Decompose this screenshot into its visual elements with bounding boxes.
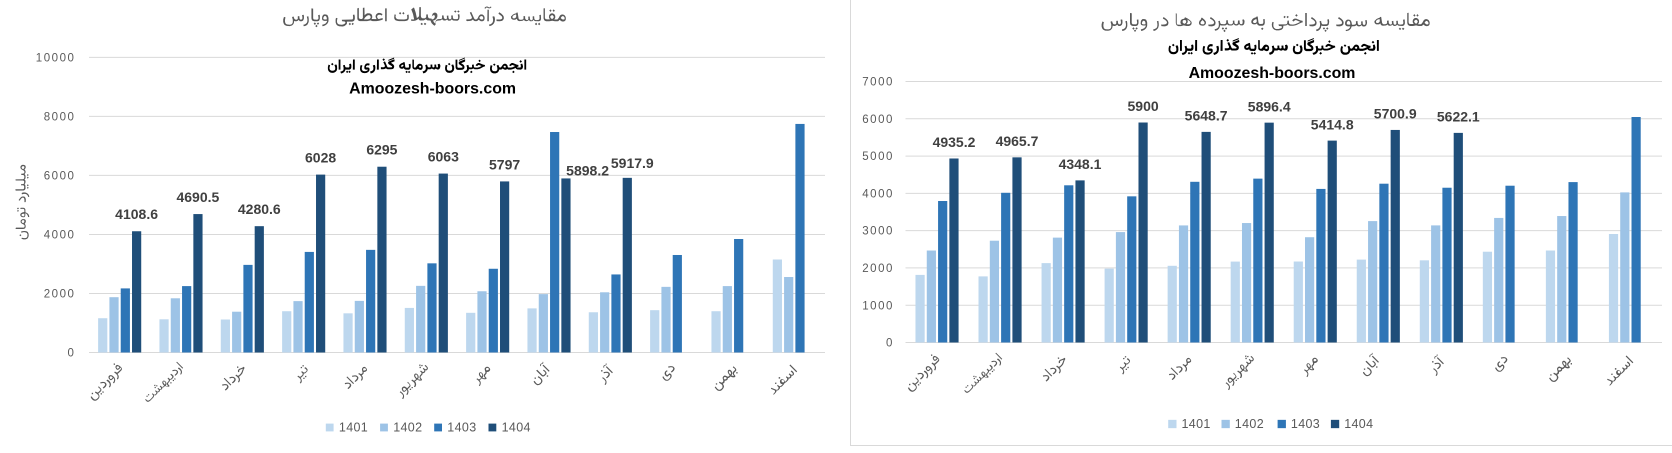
svg-text:0: 0 bbox=[886, 338, 894, 350]
svg-text:1402: 1402 bbox=[1235, 417, 1264, 431]
svg-text:4690.5: 4690.5 bbox=[176, 189, 219, 205]
svg-text:2000: 2000 bbox=[44, 289, 76, 301]
svg-text:4000: 4000 bbox=[44, 230, 76, 242]
svg-text:5648.7: 5648.7 bbox=[1185, 108, 1228, 124]
svg-text:1403: 1403 bbox=[1291, 417, 1320, 431]
svg-text:1000: 1000 bbox=[862, 300, 894, 312]
svg-text:5700.9: 5700.9 bbox=[1374, 106, 1417, 122]
svg-text:6028: 6028 bbox=[305, 150, 336, 166]
svg-text:7000: 7000 bbox=[862, 77, 894, 89]
svg-text:1402: 1402 bbox=[393, 420, 422, 434]
svg-text:5797: 5797 bbox=[489, 156, 520, 172]
svg-text:3000: 3000 bbox=[862, 226, 894, 238]
svg-text:4965.7: 4965.7 bbox=[996, 133, 1039, 149]
svg-text:2000: 2000 bbox=[862, 263, 894, 275]
svg-text:10000: 10000 bbox=[36, 53, 76, 65]
svg-text:5898.2: 5898.2 bbox=[566, 162, 609, 178]
svg-text:1404: 1404 bbox=[1344, 417, 1373, 431]
svg-text:6000: 6000 bbox=[44, 171, 76, 183]
svg-text:Amoozesh-boors.com: Amoozesh-boors.com bbox=[349, 81, 516, 98]
svg-text:Amoozesh-boors.com: Amoozesh-boors.com bbox=[1189, 65, 1356, 82]
svg-text:1401: 1401 bbox=[339, 420, 368, 434]
svg-text:1403: 1403 bbox=[447, 420, 476, 434]
svg-text:5622.1: 5622.1 bbox=[1437, 109, 1480, 125]
svg-text:4000: 4000 bbox=[862, 189, 894, 201]
svg-text:1404: 1404 bbox=[502, 420, 531, 434]
svg-text:5000: 5000 bbox=[862, 151, 894, 163]
svg-text:5900: 5900 bbox=[1128, 98, 1159, 114]
svg-text:5414.8: 5414.8 bbox=[1311, 116, 1354, 132]
svg-text:8000: 8000 bbox=[44, 112, 76, 124]
svg-text:5917.9: 5917.9 bbox=[611, 155, 654, 171]
svg-text:4280.6: 4280.6 bbox=[238, 201, 281, 217]
svg-text:6000: 6000 bbox=[862, 114, 894, 126]
svg-text:4348.1: 4348.1 bbox=[1059, 156, 1102, 172]
svg-text:0: 0 bbox=[68, 348, 76, 360]
svg-text:4935.2: 4935.2 bbox=[933, 134, 976, 150]
svg-text:5896.4: 5896.4 bbox=[1248, 98, 1291, 114]
svg-text:1401: 1401 bbox=[1182, 417, 1211, 431]
svg-text:6295: 6295 bbox=[366, 142, 397, 158]
svg-text:4108.6: 4108.6 bbox=[115, 206, 158, 222]
svg-text:6063: 6063 bbox=[428, 149, 459, 165]
